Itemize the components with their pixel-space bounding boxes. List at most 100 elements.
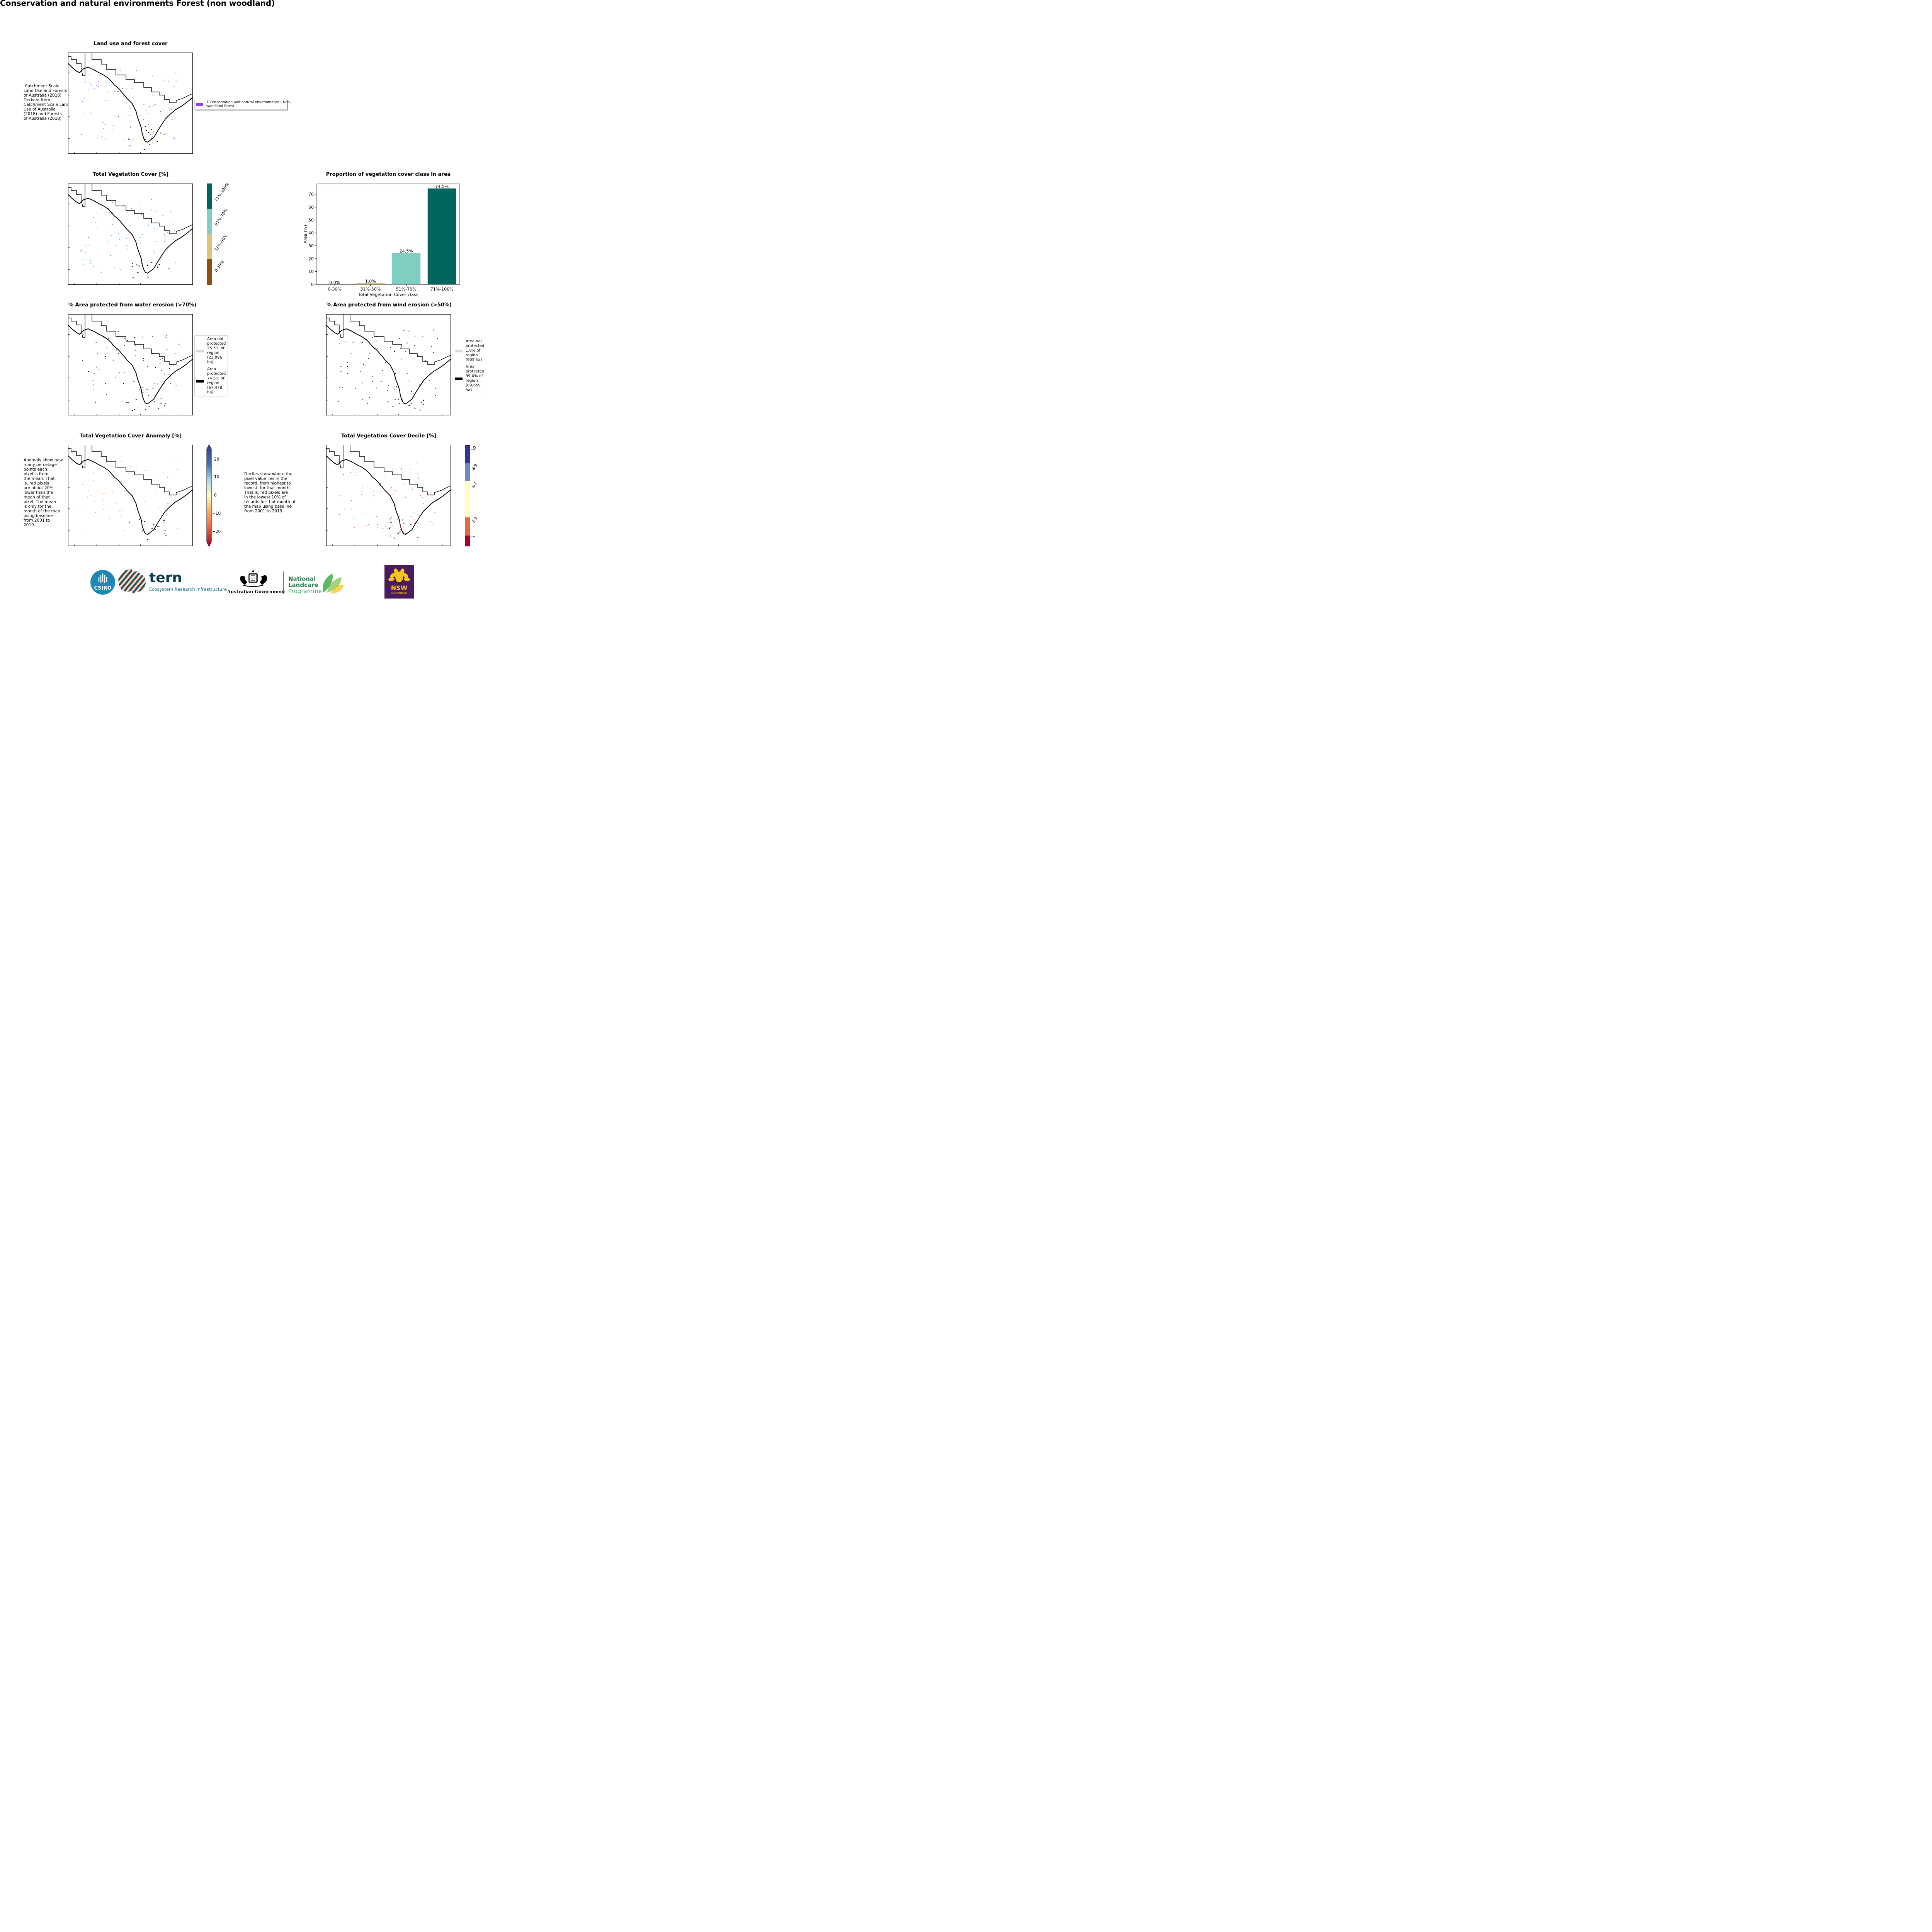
nlp-line-2: Landcare: [288, 582, 318, 588]
decile-class-label: 4-7: [471, 481, 479, 490]
map-pixel: [391, 487, 392, 488]
map-pixel: [83, 466, 84, 467]
map-pixel: [111, 235, 112, 236]
region-boundary: [68, 184, 85, 207]
map-pixel: [160, 398, 162, 399]
map-pixel: [121, 461, 122, 462]
map-pixel: [111, 213, 112, 214]
nlp-line-1: National: [288, 575, 316, 582]
island: [141, 520, 143, 521]
tvc-colorbar: [207, 184, 212, 285]
map-pixel: [369, 397, 370, 398]
map-pixel: [121, 481, 122, 482]
bar-value-label: 24.5%: [400, 248, 413, 253]
decile-class-swatch: [465, 446, 470, 463]
island: [147, 539, 148, 540]
coastline: [68, 455, 193, 535]
y-tick-label: 50: [308, 218, 314, 223]
map-pixel: [108, 208, 109, 209]
map-pixel: [109, 212, 110, 213]
map-pixel: [90, 495, 92, 496]
decile-panel-title: Total Vegetation Cover Decile [%]: [341, 433, 436, 439]
island: [134, 409, 136, 410]
anomaly-note: Anomaly show how many percetage points e…: [24, 458, 63, 527]
island: [153, 524, 155, 526]
coastline: [326, 325, 451, 405]
map-pixel: [112, 471, 114, 473]
map-pixel: [339, 387, 340, 388]
tvc-map: [68, 184, 193, 285]
island: [145, 409, 146, 410]
map-canvas: [68, 184, 193, 285]
map-pixel: [128, 138, 129, 139]
map-pixel: [351, 500, 352, 501]
bar: [427, 188, 456, 284]
decile-class-label: 1: [471, 534, 476, 539]
map-pixel: [165, 337, 167, 338]
map-pixel: [126, 248, 128, 250]
island: [151, 129, 152, 130]
map-pixel: [414, 345, 415, 346]
island: [129, 522, 130, 524]
map-pixel: [151, 199, 152, 200]
decile-class-swatch: [465, 481, 470, 517]
map-pixel: [124, 372, 125, 374]
island: [131, 410, 133, 411]
wind-legend-label: Area not protected 1.0% of region (905 h…: [466, 339, 485, 362]
anomaly-tick: −10: [212, 511, 221, 516]
region-boundary: [92, 53, 193, 103]
map-pixel: [82, 101, 83, 102]
map-pixel: [395, 373, 396, 374]
map-pixel: [175, 262, 176, 263]
map-pixel: [412, 489, 413, 490]
map-canvas: [326, 445, 451, 546]
map-pixel: [116, 503, 117, 504]
island: [408, 405, 410, 406]
y-tick-label: 10: [308, 269, 314, 274]
map-pixel: [88, 237, 89, 238]
decile-class-swatch: [465, 536, 470, 546]
map-pixel: [421, 402, 422, 403]
map-pixel: [394, 389, 395, 390]
water-legend-label: Area not protected 25.5% of region (23,0…: [207, 337, 226, 364]
map-pixel: [124, 338, 126, 339]
map-pixel: [157, 486, 158, 487]
map-pixel: [429, 380, 430, 381]
map-pixel: [162, 358, 163, 359]
map-pixel: [93, 389, 94, 391]
map-pixel: [163, 522, 164, 523]
island: [395, 399, 396, 400]
decile-map: [326, 445, 451, 546]
island: [135, 399, 137, 400]
map-pixel: [131, 208, 132, 209]
island: [142, 265, 143, 267]
waratah-icon: [388, 568, 410, 582]
map-pixel: [115, 245, 116, 246]
map-pixel: [123, 383, 124, 384]
tvc-class-label: 0-30%: [214, 259, 225, 273]
island: [141, 262, 143, 264]
map-pixel: [401, 469, 403, 470]
map-pixel: [97, 211, 98, 213]
bar-value-label: 0.0%: [329, 280, 340, 285]
decile-class-swatch: [465, 517, 470, 536]
map-pixel: [347, 373, 348, 374]
map-pixel: [105, 356, 106, 357]
map-border: [68, 314, 193, 415]
map-pixel: [350, 472, 351, 473]
map-pixel: [399, 338, 400, 339]
decile-colorbar: [465, 445, 470, 546]
map-pixel: [82, 73, 83, 74]
island: [128, 139, 130, 140]
map-canvas: [326, 314, 451, 415]
map-pixel: [124, 467, 125, 468]
map-pixel: [352, 342, 354, 343]
nsw-government-logo: NSW GOVERNMENT: [384, 565, 414, 599]
region-boundary: [92, 184, 193, 234]
map-pixel: [126, 238, 127, 239]
map-pixel: [418, 478, 420, 480]
map-pixel: [373, 495, 374, 497]
map-pixel: [377, 524, 378, 525]
map-pixel: [109, 518, 110, 519]
nlp-line-3: Programme: [288, 588, 322, 595]
